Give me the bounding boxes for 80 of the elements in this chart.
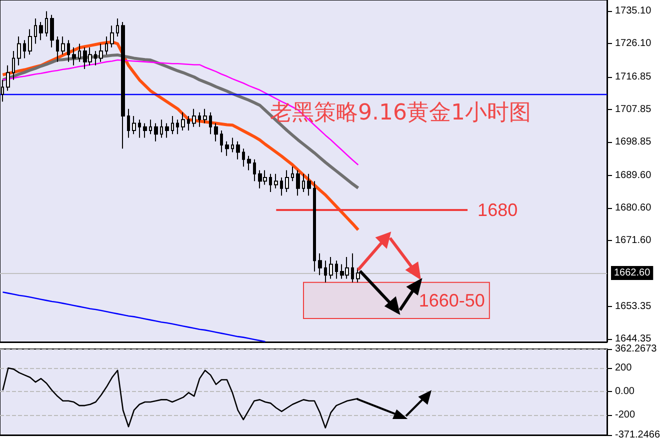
candlestick xyxy=(220,130,223,153)
y-tick-label: 1716.85 xyxy=(615,71,652,82)
y-tick-label: 1689.60 xyxy=(615,170,652,181)
candlestick xyxy=(291,166,294,182)
candlestick xyxy=(187,116,190,132)
candlestick xyxy=(121,22,125,150)
candlestick xyxy=(356,267,360,283)
candlestick xyxy=(28,28,32,56)
candlestick xyxy=(302,173,305,192)
candlestick xyxy=(78,43,81,62)
candlestick xyxy=(171,116,174,135)
candlestick xyxy=(116,18,119,38)
candlestick xyxy=(105,36,108,56)
candlestick xyxy=(269,173,272,192)
candlestick xyxy=(280,177,283,196)
candlestick xyxy=(34,18,37,44)
y-tick-label: 1735.10 xyxy=(615,5,652,16)
candlestick xyxy=(296,170,300,196)
candlestick xyxy=(247,155,251,171)
candlestick xyxy=(23,40,26,59)
y-tick-label: 0.00 xyxy=(615,386,635,397)
candlestick xyxy=(253,158,256,182)
candlestick xyxy=(231,137,234,153)
y-tick-label: 1726.10 xyxy=(615,38,652,49)
candlestick xyxy=(72,46,76,66)
band-label: 1660-50 xyxy=(418,290,485,310)
line-series xyxy=(2,59,359,166)
candlestick xyxy=(318,252,322,276)
y-tick-label: 1671.60 xyxy=(615,234,652,246)
candlestick xyxy=(236,140,240,160)
candlestick xyxy=(67,40,70,62)
candlestick xyxy=(50,14,54,48)
candlestick xyxy=(351,252,354,283)
candlestick xyxy=(138,119,141,138)
candlestick xyxy=(39,22,43,41)
candlestick xyxy=(110,25,114,48)
y-tick-label: 1698.85 xyxy=(615,136,652,148)
y-tick-label: -371.2466 xyxy=(615,430,660,440)
y-tick-label: 200 xyxy=(615,362,632,374)
y-tick-label: 1707.85 xyxy=(615,104,652,115)
y-tick-label: -200 xyxy=(615,409,636,420)
candlestick xyxy=(209,112,212,135)
candlestick xyxy=(198,112,201,128)
candlestick xyxy=(132,116,136,135)
candlestick xyxy=(154,122,158,142)
candlestick xyxy=(45,10,48,38)
candlestick xyxy=(324,260,327,283)
candlestick xyxy=(214,122,218,142)
candlestick xyxy=(143,122,147,138)
y-tick-label: 1653.35 xyxy=(615,300,652,312)
candlestick xyxy=(307,173,311,196)
candlestick xyxy=(127,108,130,138)
candlestick xyxy=(12,50,15,80)
candlestick xyxy=(225,140,229,156)
candlestick xyxy=(335,260,338,280)
y-tick-label: 1680.60 xyxy=(615,202,652,214)
candlestick xyxy=(94,50,97,66)
candlestick xyxy=(203,108,207,124)
candlestick xyxy=(160,119,163,138)
candlestick xyxy=(61,36,65,56)
candlestick xyxy=(99,43,103,62)
candlestick xyxy=(56,36,59,62)
y-tick-label: 362.2673 xyxy=(615,344,658,354)
y-tick-label: 1644.35 xyxy=(615,333,652,344)
line-series xyxy=(2,291,266,342)
candlestick xyxy=(181,112,185,132)
candlestick xyxy=(192,108,196,128)
candlestick xyxy=(176,119,179,135)
ref-line-label: 1662.60 xyxy=(614,267,651,278)
line-series xyxy=(1,53,360,190)
candlestick xyxy=(165,122,169,138)
candlestick xyxy=(285,170,289,192)
candlestick xyxy=(313,180,316,272)
candlestick xyxy=(274,173,278,189)
candlestick xyxy=(329,256,333,280)
candlestick xyxy=(149,119,152,135)
ref-line-label: 1680 xyxy=(478,200,518,220)
candlestick xyxy=(242,148,245,168)
candlestick xyxy=(17,36,21,66)
candlestick xyxy=(6,64,10,92)
